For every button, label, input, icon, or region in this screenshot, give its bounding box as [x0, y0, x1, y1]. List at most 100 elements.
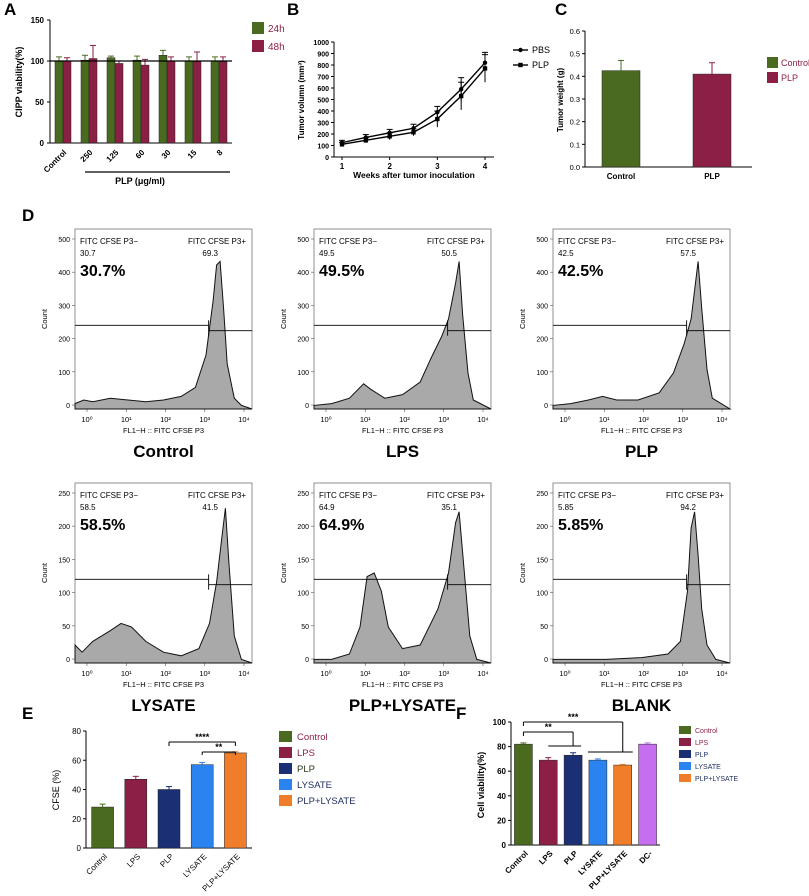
d-gate-right-value: 41.5	[202, 503, 218, 512]
e-legend-swatch	[279, 795, 292, 806]
c-y-axis-label: Tumor weight (g)	[556, 68, 565, 133]
b-y-tick-label: 500	[317, 98, 329, 105]
d-y-tick-label: 200	[297, 337, 309, 344]
c-legend-label-plp: PLP	[781, 73, 798, 83]
d-gate-left-value: 64.9	[319, 503, 335, 512]
d-y-tick-label: 400	[297, 270, 309, 277]
a-legend-swatch-24h	[252, 22, 264, 34]
d-x-axis-label: FL1−H :: FITC CFSE P3	[362, 680, 443, 689]
d-x-axis-label: FL1−H :: FITC CFSE P3	[123, 680, 204, 689]
e-bar-lps	[124, 779, 148, 849]
d-x-tick-label: 10²	[638, 415, 649, 424]
d-y-tick-label: 500	[536, 237, 548, 244]
d-y-tick-label: 400	[58, 270, 70, 277]
d-y-tick-label: 50	[62, 624, 70, 631]
b-y-tick-label: 400	[317, 109, 329, 116]
d-y-axis-label: Count	[279, 308, 288, 329]
f-legend-swatch	[679, 738, 691, 746]
b-y-tick-label: 900	[317, 52, 329, 59]
a-bar-48h	[62, 60, 72, 144]
a-bar-48h	[218, 61, 228, 144]
e-legend-label: Control	[297, 732, 328, 743]
b-x-tick-label: 3	[435, 162, 440, 171]
a-y-tick-label: 150	[31, 16, 45, 25]
d-y-tick-label: 300	[297, 303, 309, 310]
a-bar-24h	[210, 60, 220, 144]
d-y-tick-label: 100	[536, 591, 548, 598]
a-bar-48h	[166, 60, 176, 144]
a-bar-24h	[158, 55, 168, 144]
d-x-tick-label: 10²	[160, 415, 171, 424]
d-x-axis-label: FL1−H :: FITC CFSE P3	[601, 426, 682, 435]
d-y-axis-label: Count	[279, 562, 288, 583]
d-panel-title: Control	[133, 442, 193, 461]
b-x-axis-label: Weeks after tumor inoculation	[353, 170, 475, 180]
d-y-tick-label: 150	[58, 557, 70, 564]
d-histogram-area	[552, 261, 732, 410]
d-x-tick-label: 10³	[438, 415, 449, 424]
e-y-axis-label: CFSE (%)	[51, 770, 61, 811]
f-y-tick-label: 100	[493, 718, 507, 727]
d-x-tick-label: 10²	[399, 669, 410, 678]
d-gate-right-label: FITC CFSE P3+	[666, 237, 724, 246]
f-y-tick-label: 80	[497, 743, 506, 752]
a-legend-swatch-48h	[252, 40, 264, 52]
d-x-tick-label: 10⁴	[238, 415, 250, 424]
d-y-tick-label: 150	[536, 557, 548, 564]
d-panel-title: LPS	[386, 442, 419, 461]
b-point-PLP	[363, 138, 369, 143]
d-x-tick-label: 10⁴	[238, 669, 250, 678]
d-y-tick-label: 0	[305, 403, 309, 410]
d-gate-right-label: FITC CFSE P3+	[666, 491, 724, 500]
e-y-tick-label: 20	[72, 815, 81, 824]
f-legend-label: LYSATE	[695, 764, 721, 771]
d-y-tick-label: 250	[58, 491, 70, 498]
d-x-axis-label: FL1−H :: FITC CFSE P3	[123, 426, 204, 435]
d-gate-right-value: 57.5	[680, 249, 696, 258]
d-y-tick-label: 100	[536, 370, 548, 377]
d-y-axis-label: Count	[518, 308, 527, 329]
d-percent-label: 49.5%	[319, 263, 364, 280]
d-panel-title: PLP	[625, 442, 658, 461]
d-gate-right-value: 69.3	[202, 249, 218, 258]
d-x-tick-label: 10²	[160, 669, 171, 678]
a-y-tick-label: 50	[35, 98, 44, 107]
d-x-tick-label: 10⁰	[559, 669, 570, 678]
e-x-tick-label: Control	[84, 852, 109, 877]
d-x-tick-label: 10⁰	[320, 415, 331, 424]
b-y-tick-label: 100	[317, 144, 329, 151]
d-x-tick-label: 10³	[199, 415, 210, 424]
d-x-tick-label: 10³	[677, 415, 688, 424]
f-legend-swatch	[679, 726, 691, 734]
a-x-tick-label: 250	[79, 148, 95, 164]
f-legend-label: LPS	[695, 740, 709, 747]
d-y-tick-label: 50	[301, 624, 309, 631]
e-y-tick-label: 60	[72, 756, 81, 765]
d-y-tick-label: 400	[536, 270, 548, 277]
d-gate-left-label: FITC CFSE P3−	[80, 491, 138, 500]
d-gate-left-value: 49.5	[319, 249, 335, 258]
c-legend-swatch-plp	[767, 72, 778, 83]
c-x-tick-label: Control	[607, 172, 635, 181]
a-legend-label-24h: 24h	[268, 24, 285, 35]
b-point-PLP	[482, 66, 488, 71]
e-legend-label: PLP	[297, 764, 315, 775]
e-x-tick-label: PLP	[158, 852, 175, 869]
d-x-tick-label: 10⁴	[716, 669, 728, 678]
d-gate-right-value: 50.5	[441, 249, 457, 258]
a-legend-label-48h: 48h	[268, 42, 285, 53]
e-legend-label: LPS	[297, 748, 315, 759]
d-x-tick-label: 10⁰	[320, 669, 331, 678]
f-y-tick-label: 40	[497, 792, 506, 801]
a-bar-24h	[184, 60, 194, 144]
d-y-tick-label: 0	[66, 403, 70, 410]
c-x-tick-label: PLP	[704, 172, 720, 181]
b-y-tick-label: 700	[317, 75, 329, 82]
e-bar-lysate	[190, 764, 214, 849]
d-panel-title: PLP+LYSATE	[349, 696, 456, 715]
e-sig-label-1: ****	[195, 732, 210, 742]
d-gate-left-label: FITC CFSE P3−	[319, 491, 377, 500]
d-gate-left-value: 58.5	[80, 503, 96, 512]
f-x-tick-label: PLP	[562, 849, 580, 867]
